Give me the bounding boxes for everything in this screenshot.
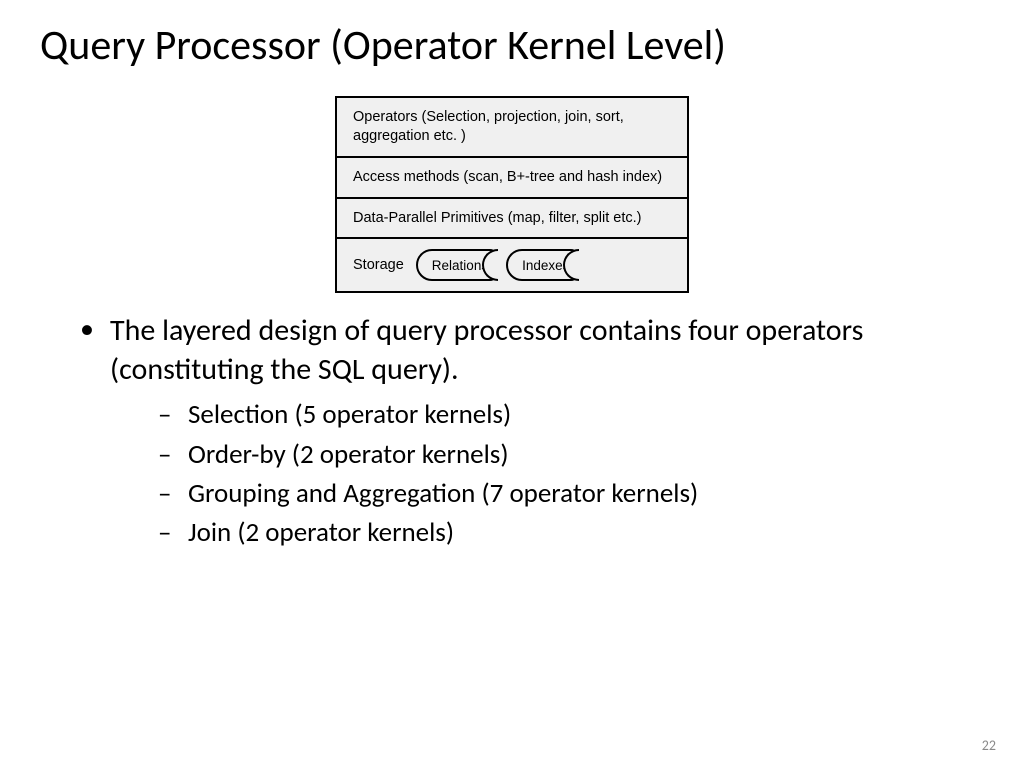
- sub-bullet: Order-by (2 operator kernels): [158, 435, 964, 474]
- storage-cylinder-relations: Relations: [416, 249, 498, 281]
- bullet-main: The layered design of query processor co…: [70, 311, 964, 552]
- sub-bullet: Selection (5 operator kernels): [158, 395, 964, 434]
- sub-bullet: Grouping and Aggregation (7 operator ker…: [158, 474, 964, 513]
- storage-cylinder-indexes: Indexes: [506, 249, 579, 281]
- sub-bullet-list: Selection (5 operator kernels) Order-by …: [110, 395, 964, 552]
- bullet-list: The layered design of query processor co…: [70, 311, 964, 552]
- bullet-main-text: The layered design of query processor co…: [110, 312, 863, 388]
- storage-row: Storage Relations Indexes: [353, 249, 671, 281]
- diagram-layer-primitives: Data-Parallel Primitives (map, filter, s…: [337, 199, 687, 240]
- slide-title: Query Processor (Operator Kernel Level): [0, 0, 1024, 81]
- diagram-layer-access-methods: Access methods (scan, B+-tree and hash i…: [337, 158, 687, 199]
- layered-diagram: Operators (Selection, projection, join, …: [335, 96, 689, 293]
- page-number: 22: [982, 737, 996, 754]
- storage-label: Storage: [353, 256, 404, 275]
- sub-bullet: Join (2 operator kernels): [158, 513, 964, 552]
- slide-body: The layered design of query processor co…: [0, 311, 1024, 552]
- diagram-layer-operators: Operators (Selection, projection, join, …: [337, 98, 687, 158]
- diagram-layer-storage: Storage Relations Indexes: [337, 239, 687, 291]
